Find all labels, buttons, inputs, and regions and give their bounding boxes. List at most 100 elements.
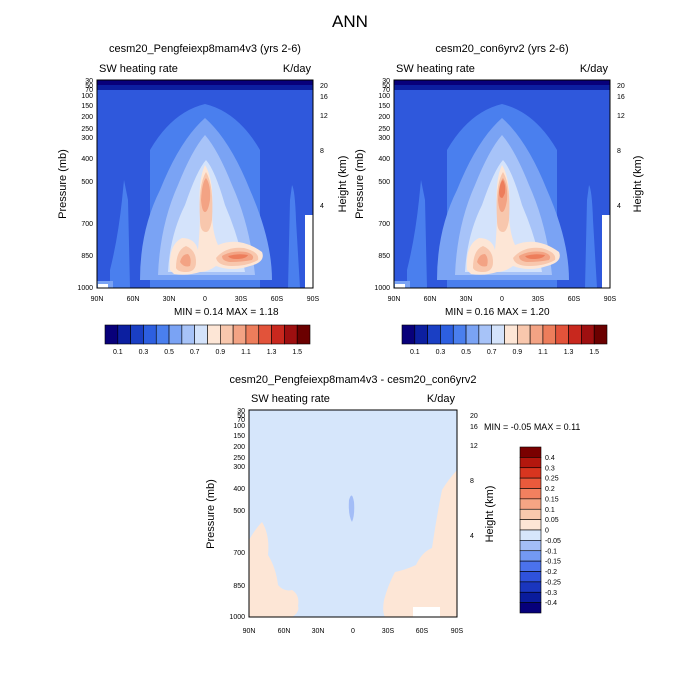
y-tick-label: 50 — [85, 83, 93, 90]
colorbar-swatch — [207, 324, 221, 345]
colorbar-swatch — [271, 324, 285, 345]
colorbar-tick-label: 0.1 — [545, 507, 555, 514]
y-tick-label: 200 — [378, 114, 390, 121]
colorbar-swatch — [296, 324, 311, 345]
height-tick-label: 12 — [470, 443, 478, 450]
colorbar-swatch — [181, 324, 195, 345]
x-tick-label: 60N — [278, 628, 291, 635]
height-tick-label: 4 — [470, 533, 474, 540]
colorbar-swatch — [519, 446, 542, 458]
height-tick-label: 20 — [617, 83, 625, 90]
panel-left: cesm20_Pengfeiexp8mam4v3 (yrs 2-6) SW he… — [57, 43, 349, 356]
panel-right-colorbar: 0.1 0.3 0.5 0.7 0.9 1.1 1.3 1.5 — [401, 324, 608, 356]
colorbar-tick-label: 0.9 — [512, 349, 522, 356]
panel-right-y-ticks: 30 50 70 100 150 200 250 300 400 500 700… — [374, 78, 390, 292]
x-tick-label: 30S — [235, 296, 248, 303]
colorbar-swatch — [519, 467, 542, 479]
colorbar-swatch — [517, 324, 531, 345]
y-tick-label: 200 — [233, 444, 245, 451]
y-tick-label: 850 — [378, 253, 390, 260]
y-tick-label: 100 — [378, 93, 390, 100]
colorbar-swatch — [519, 550, 542, 562]
y-tick-label: 500 — [378, 179, 390, 186]
colorbar-swatch — [519, 457, 542, 469]
panel-right: cesm20_con6yrv2 (yrs 2-6) SW heating rat… — [354, 43, 644, 356]
y-tick-label: 250 — [233, 455, 245, 462]
panel-diff-field — [249, 410, 457, 617]
colorbar-tick-label: -0.15 — [545, 559, 561, 566]
colorbar-swatch — [155, 324, 170, 345]
height-tick-label: 20 — [470, 413, 478, 420]
panel-diff-y-ticks: 30 50 70 100 150 200 250 300 400 500 700… — [229, 408, 245, 621]
height-tick-label: 4 — [617, 203, 621, 210]
max-label: MAX = — [534, 422, 561, 432]
x-tick-label: 30N — [312, 628, 325, 635]
colorbar-swatch — [593, 324, 608, 345]
colorbar-tick-label: 0.9 — [215, 349, 225, 356]
y-tick-label: 50 — [382, 83, 390, 90]
y-tick-label: 30 — [382, 78, 390, 85]
colorbar-tick-label: 1.5 — [292, 349, 302, 356]
colorbar-swatch — [519, 508, 542, 520]
svg-text:MIN = 0.16 MAX = 1.20: MIN = 0.16 MAX = 1.20 — [445, 307, 550, 318]
colorbar-swatch — [130, 324, 144, 345]
x-tick-label: 90N — [243, 628, 256, 635]
x-tick-label: 30N — [460, 296, 473, 303]
colorbar-swatch — [232, 324, 247, 345]
x-tick-label: 90S — [604, 296, 617, 303]
colorbar-tick-label: -0.05 — [545, 538, 561, 545]
colorbar-swatch — [491, 324, 505, 345]
colorbar-swatch — [452, 324, 467, 345]
colorbar-tick-label: 0.5 — [164, 349, 174, 356]
min-label: MIN = — [445, 307, 472, 318]
panel-right-subtitle: SW heating rate — [396, 63, 475, 75]
height-tick-label: 12 — [320, 113, 328, 120]
colorbar-swatch — [143, 324, 157, 345]
y-tick-label: 100 — [233, 423, 245, 430]
panel-right-units: K/day — [580, 63, 609, 75]
panel-left-units: K/day — [283, 63, 312, 75]
colorbar-tick-label: 0.1 — [113, 349, 123, 356]
colorbar-swatch — [519, 571, 542, 583]
panel-diff-height-ticks: 20 16 12 8 4 — [470, 413, 478, 540]
colorbar-swatch — [519, 560, 542, 572]
y-tick-label: 1000 — [77, 285, 93, 292]
y-tick-label: 500 — [81, 179, 93, 186]
y-tick-label: 150 — [233, 433, 245, 440]
colorbar-swatch — [519, 591, 542, 603]
y-tick-label: 150 — [81, 103, 93, 110]
colorbar-tick-label: 0.7 — [487, 349, 497, 356]
y-tick-label: 70 — [237, 417, 245, 424]
colorbar-tick-label: 0.1 — [410, 349, 420, 356]
colorbar-swatch — [519, 477, 542, 489]
height-tick-label: 8 — [320, 148, 324, 155]
y-tick-label: 50 — [237, 413, 245, 420]
colorbar-tick-label: -0.4 — [545, 600, 557, 607]
x-tick-label: 90S — [307, 296, 320, 303]
panel-right-field — [394, 80, 610, 288]
min-value: -0.05 — [511, 422, 532, 432]
x-tick-label: 0 — [203, 296, 207, 303]
panel-right-ylabel: Pressure (mb) — [354, 149, 366, 219]
x-tick-label: 90S — [451, 628, 464, 635]
y-tick-label: 30 — [85, 78, 93, 85]
colorbar-tick-label: 0.2 — [545, 486, 555, 493]
height-tick-label: 8 — [617, 148, 621, 155]
colorbar-swatch — [581, 324, 595, 345]
y-tick-label: 70 — [382, 87, 390, 94]
y-tick-label: 850 — [233, 583, 245, 590]
y-tick-label: 850 — [81, 253, 93, 260]
min-value: 0.16 — [475, 307, 495, 318]
y-tick-label: 150 — [378, 103, 390, 110]
panel-diff-units: K/day — [427, 393, 456, 405]
panel-right-title: cesm20_con6yrv2 (yrs 2-6) — [435, 43, 568, 55]
min-value: 0.14 — [204, 307, 224, 318]
panel-left-y-ticks: 30 50 70 100 150 200 250 300 400 500 700… — [77, 78, 93, 292]
panel-right-height-ticks: 20 16 12 8 4 — [617, 83, 625, 210]
colorbar-tick-label: 0.7 — [190, 349, 200, 356]
colorbar-swatch — [555, 324, 569, 345]
y-tick-label: 70 — [85, 87, 93, 94]
panel-diff-x-ticks: 90N 60N 30N 0 30S 60S 90S — [243, 628, 464, 635]
colorbar-tick-label: 1.1 — [538, 349, 548, 356]
